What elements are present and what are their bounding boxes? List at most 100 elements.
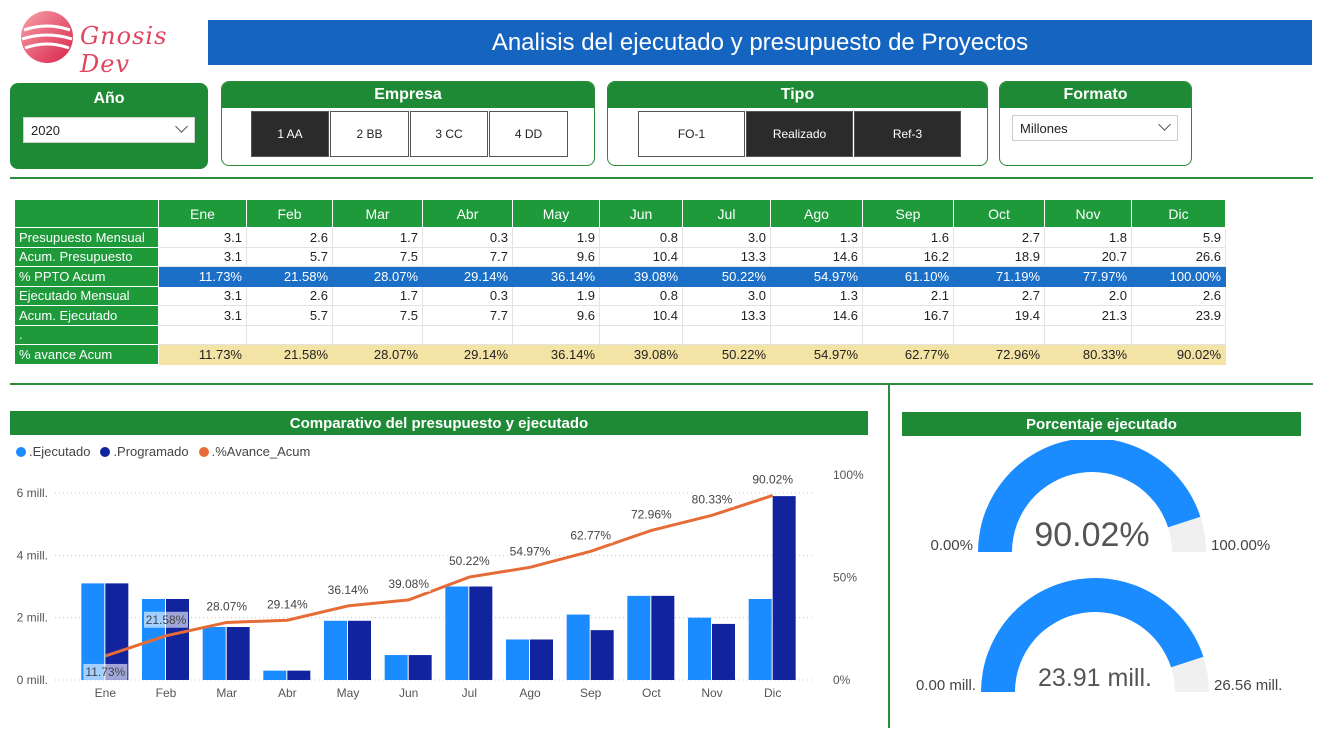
line-avance-acum[interactable] (104, 494, 774, 658)
bar-programado[interactable] (105, 583, 129, 680)
y2-tick-label: 50% (833, 571, 857, 585)
point-label: 72.96% (631, 507, 672, 521)
table-cell: 71.19% (953, 266, 1045, 287)
table-row: Acum. Ejecutado 3.1 5.7 7.5 7.7 9.6 10.4 13.3 14… (14, 305, 1226, 326)
point-label-bg (326, 581, 370, 598)
legend-item-ejecutado[interactable]: .Ejecutado (16, 444, 90, 459)
table-cell: 72.96% (953, 344, 1045, 365)
combo-chart: 0 mill. 2 mill. 4 mill. 6 mill. 0% 50% 100% Ene… (17, 468, 864, 700)
table-cell (770, 324, 863, 345)
tipo-option-fo1[interactable]: FO-1 (638, 111, 745, 157)
table-cell: 21.58% (246, 344, 333, 365)
point-label: 36.14% (328, 583, 369, 597)
bar-ejecutado[interactable] (627, 595, 651, 680)
table-row: . (14, 324, 1226, 345)
tipo-option-ref3[interactable]: Ref-3 (854, 111, 961, 157)
bar-ejecutado[interactable] (748, 598, 772, 680)
empresa-option-2[interactable]: 2 BB (330, 111, 409, 157)
table-cell: 7.5 (332, 305, 423, 326)
bar-programado[interactable] (712, 623, 735, 680)
bar-programado[interactable] (166, 598, 189, 680)
legend-item-programado[interactable]: .Programado (100, 444, 189, 459)
pct-gauge-track[interactable] (1168, 516, 1206, 552)
year-dropdown[interactable]: 2020 (23, 117, 195, 143)
table-cell: 1.8 (1044, 227, 1132, 248)
pct-gauge-fill[interactable] (978, 440, 1201, 552)
table-row-label: Presupuesto Mensual (14, 227, 159, 248)
bar-programado[interactable] (348, 620, 371, 680)
amount-gauge-track[interactable] (1171, 656, 1209, 692)
table-row: % avance Acum 11.73% 21.58% 28.07% 29.14% 36.… (14, 344, 1226, 365)
year-filter-panel: Año 2020 (10, 83, 208, 169)
x-tick-label: Mar (216, 686, 237, 700)
point-label-bg (204, 598, 249, 615)
table-cell: 3.1 (158, 305, 247, 326)
tipo-option-realizado[interactable]: Realizado (746, 111, 853, 157)
chevron-down-icon (1158, 118, 1171, 131)
table-cell: 9.6 (512, 246, 600, 267)
matrix-header-month: Dic (1131, 199, 1226, 228)
empresa-option-3[interactable]: 3 CC (410, 111, 488, 157)
bar-ejecutado[interactable] (324, 620, 347, 680)
table-cell: 2.7 (953, 285, 1045, 306)
table-cell: 3.0 (682, 227, 771, 248)
empresa-option-4[interactable]: 4 DD (489, 111, 568, 157)
matrix-header-month: Jun (599, 199, 683, 228)
x-tick-label: Jul (462, 686, 477, 700)
bar-programado[interactable] (651, 595, 675, 680)
bar-ejecutado[interactable] (202, 627, 226, 680)
bar-ejecutado[interactable] (445, 586, 469, 681)
table-cell: 3.1 (158, 227, 247, 248)
bar-ejecutado[interactable] (81, 583, 105, 680)
point-label-bg (750, 471, 795, 488)
x-tick-label: Abr (278, 686, 297, 700)
matrix-header-month: Abr (422, 199, 513, 228)
legend-dot-icon (198, 446, 209, 457)
point-label: 28.07% (206, 599, 247, 613)
point-label: 21.58% (146, 613, 187, 627)
table-cell: 39.08% (599, 266, 683, 287)
tipo-filter-label: Tipo (608, 82, 987, 108)
bar-programado[interactable] (287, 670, 311, 680)
tipo-filter-panel: Tipo FO-1 Realizado Ref-3 (607, 81, 988, 166)
bar-ejecutado[interactable] (688, 617, 711, 680)
point-label-bg (83, 663, 128, 680)
legend-item-avance[interactable]: .%Avance_Acum (198, 444, 311, 459)
formato-dropdown[interactable]: Millones (1012, 115, 1178, 141)
legend-label: .Ejecutado (29, 444, 91, 459)
bar-ejecutado[interactable] (384, 655, 408, 680)
table-cell: 16.2 (862, 246, 954, 267)
table-cell: 54.97% (770, 266, 863, 287)
table-cell: 2.7 (953, 227, 1045, 248)
divider-vertical (888, 385, 890, 728)
table-cell: 1.9 (512, 285, 600, 306)
table-cell: 5.7 (246, 246, 333, 267)
bar-programado[interactable] (530, 639, 553, 680)
point-label: 29.14% (267, 597, 308, 611)
bar-programado[interactable] (772, 496, 796, 680)
bar-ejecutado[interactable] (506, 639, 529, 680)
bar-ejecutado[interactable] (566, 614, 590, 680)
bar-ejecutado[interactable] (263, 670, 287, 680)
bar-programado[interactable] (408, 655, 432, 680)
matrix-header-month: Nov (1044, 199, 1132, 228)
matrix-header-month: Jul (682, 199, 771, 228)
bar-programado[interactable] (469, 586, 493, 681)
year-filter-label: Año (93, 90, 125, 107)
bar-programado[interactable] (226, 627, 250, 680)
matrix-corner (14, 199, 159, 228)
table-cell: 9.6 (512, 305, 600, 326)
amount-gauge-fill[interactable] (981, 577, 1204, 692)
legend-label: .%Avance_Acum (211, 444, 311, 459)
table-cell: 2.6 (1131, 285, 1226, 306)
bar-programado[interactable] (590, 630, 614, 680)
table-cell: 13.3 (682, 305, 771, 326)
empresa-option-1[interactable]: 1 AA (251, 111, 329, 157)
table-cell: 1.9 (512, 227, 600, 248)
page-title: Analisis del ejecutado y presupuesto de … (208, 20, 1312, 65)
legend-dot-icon (16, 446, 26, 457)
table-cell (599, 324, 683, 345)
matrix-header-month: Mar (332, 199, 423, 228)
table-row-label: Acum. Ejecutado (14, 305, 159, 326)
